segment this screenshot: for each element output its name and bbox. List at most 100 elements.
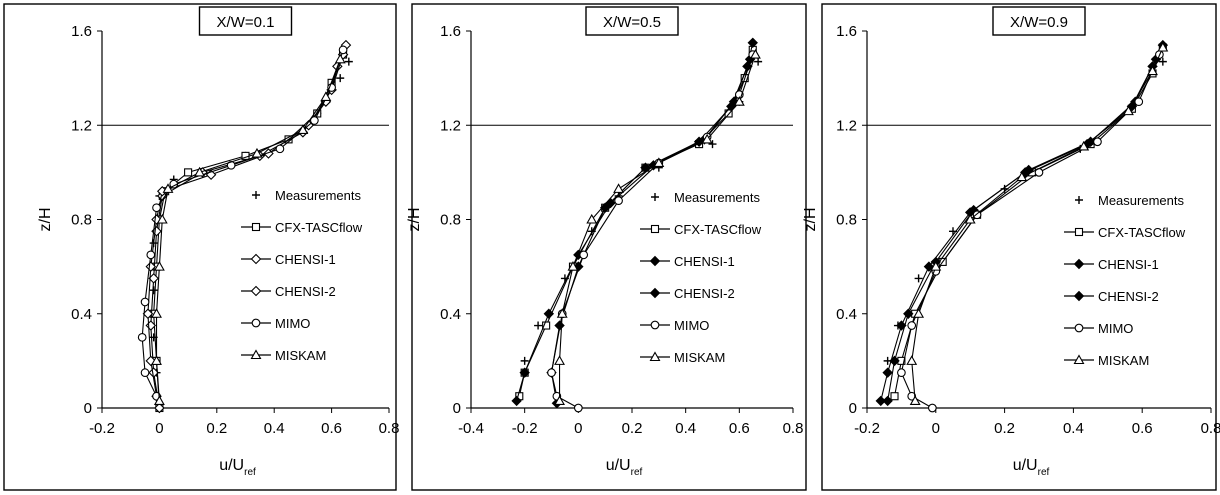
y-tick-label: 1.2: [440, 117, 461, 134]
legend: Measurements CFX-TASCflow CHENSI-1 CHENSI-2…: [640, 190, 762, 365]
panel-title-box: [585, 6, 679, 36]
y-tick-label: 0: [453, 400, 461, 417]
legend-label: MISKAM: [674, 350, 725, 365]
legend-label: CHENSI-1: [1098, 257, 1159, 272]
legend-label: CFX-TASCflow: [275, 220, 363, 235]
data-point: [906, 355, 918, 365]
x-tick-label: -0.4: [458, 420, 484, 437]
y-axis-label: z/H: [802, 208, 819, 232]
data-point: [1158, 57, 1167, 66]
legend-marker: [1074, 227, 1084, 237]
data-point: [153, 395, 165, 405]
data-point: [156, 213, 168, 224]
data-point: [733, 96, 745, 106]
x-tick-label: 0.6: [729, 420, 750, 437]
legend-label: Measurements: [674, 190, 760, 205]
data-point: [613, 183, 625, 193]
legend-marker: [251, 318, 261, 328]
data-point: [875, 395, 886, 407]
data-point: [152, 203, 161, 213]
x-axis-label-subscript: ref: [244, 467, 256, 478]
legend-label: CHENSI-2: [275, 284, 336, 299]
data-point: [747, 37, 758, 48]
data-point: [251, 147, 263, 158]
data-point: [1016, 171, 1028, 182]
series-measurements: [520, 57, 763, 365]
data-point: [542, 321, 551, 330]
panel-frame: [3, 3, 397, 491]
data-point: [320, 91, 332, 102]
y-tick-label: 0.8: [836, 212, 857, 229]
legend-marker: [650, 320, 660, 330]
x-tick-label: 0.8: [379, 420, 400, 437]
panel-title-box: [992, 6, 1086, 36]
data-point: [754, 57, 763, 66]
data-point: [162, 183, 174, 193]
series-chensi-1: [875, 39, 1169, 407]
data-point: [151, 308, 162, 318]
legend-item: CHENSI-1: [640, 254, 735, 269]
legend-label: CFX-TASCflow: [1098, 225, 1186, 240]
legend-marker: [649, 351, 661, 362]
legend: Measurements CFX-TASCflow CHENSI-1 CHENSI-2…: [241, 188, 363, 363]
x-tick-label: 0.4: [264, 420, 285, 437]
y-tick-label: 0.4: [836, 306, 857, 323]
panel-frame: [821, 3, 1217, 491]
data-point: [930, 261, 942, 271]
series-line: [880, 44, 1164, 402]
panel-title-text: X/W=0.1: [217, 14, 275, 31]
legend-marker: [649, 255, 661, 267]
data-point: [151, 355, 162, 365]
data-point: [586, 213, 598, 224]
panel-title-text: X/W=0.5: [603, 14, 661, 31]
data-point: [1157, 41, 1169, 52]
legend-marker: [651, 193, 659, 201]
data-point: [146, 250, 156, 260]
legend-label: CHENSI-1: [674, 254, 735, 269]
x-axis-label: u/Uref: [606, 457, 643, 478]
x-tick-label: 0.2: [622, 420, 643, 437]
legend-item: MIMO: [1064, 321, 1133, 336]
data-point: [567, 261, 579, 271]
legend-label: MIMO: [1098, 321, 1133, 336]
y-tick-label: 0.4: [440, 306, 461, 323]
series-cfx-tascflow: [890, 43, 1167, 401]
legend-label: Measurements: [275, 188, 361, 203]
data-point: [909, 395, 921, 405]
legend-label: Measurements: [1098, 193, 1184, 208]
legend-marker: [252, 191, 260, 199]
legend-marker: [650, 224, 660, 234]
x-tick-label: 0: [932, 420, 940, 437]
y-tick-label: 1.6: [836, 23, 857, 40]
data-point: [338, 45, 348, 55]
x-axis-label-subscript: ref: [1038, 467, 1050, 478]
legend-item: MIMO: [241, 316, 310, 331]
data-point: [153, 261, 165, 271]
data-point: [701, 133, 713, 144]
data-point: [964, 213, 976, 224]
legend-marker: [250, 349, 262, 360]
x-tick-label: 0.6: [1132, 420, 1153, 437]
data-point: [889, 355, 900, 367]
data-point: [140, 297, 150, 307]
legend-item: CHENSI-2: [241, 284, 336, 299]
data-point: [194, 166, 206, 177]
data-point: [310, 116, 319, 125]
data-point: [882, 367, 893, 378]
data-point: [1023, 164, 1034, 176]
legend-item: MISKAM: [1064, 353, 1149, 368]
data-point: [914, 274, 923, 283]
legend-item: MIMO: [640, 318, 709, 333]
legend-item: CFX-TASCflow: [1064, 225, 1186, 240]
y-tick-label: 0: [84, 400, 92, 417]
legend-label: MISKAM: [275, 348, 326, 363]
data-point: [344, 57, 353, 66]
panel-frame: [411, 3, 807, 491]
legend-item: Measurements: [252, 188, 361, 203]
series-line: [550, 54, 754, 409]
data-point: [614, 196, 623, 205]
series-miskam: [554, 48, 761, 405]
y-axis-label: z/H: [406, 208, 423, 232]
x-tick-label: 0.6: [321, 420, 342, 437]
